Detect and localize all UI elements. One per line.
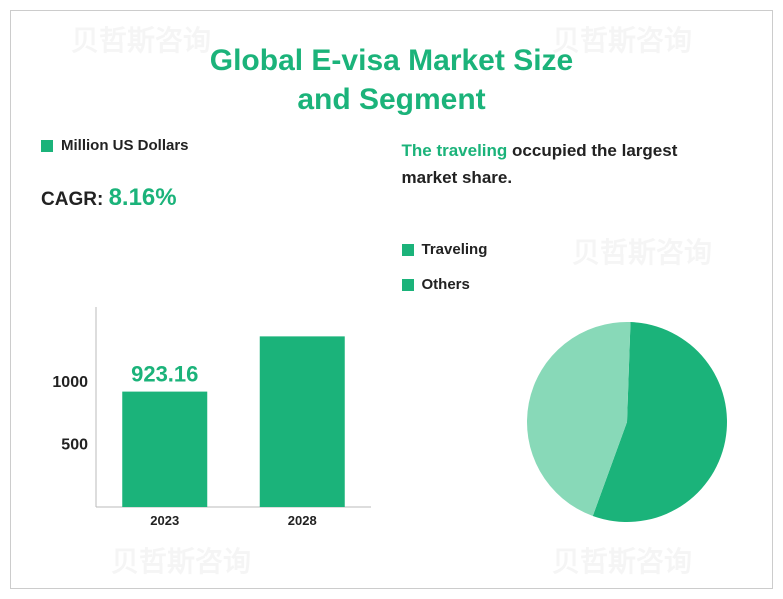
pie-legend-label: Others <box>422 276 470 293</box>
legend-square-icon <box>402 279 414 291</box>
cagr-label: CAGR: <box>41 189 109 210</box>
pie-legend-item: Others <box>402 276 743 293</box>
legend-square-icon <box>41 140 53 152</box>
right-panel: The traveling occupied the largest marke… <box>392 137 743 537</box>
content-row: Million US Dollars CAGR: 8.16% 500 1000 20… <box>41 137 742 537</box>
pie-legend-label: Traveling <box>422 241 488 258</box>
ytick-label: 1000 <box>52 374 88 391</box>
headline-line2: market share. <box>402 168 513 187</box>
ytick-label: 500 <box>61 437 88 454</box>
pie-legend: Traveling Others <box>402 241 743 293</box>
xtick-label: 2023 <box>150 513 179 528</box>
bar-value-label: 923.16 <box>131 362 198 387</box>
watermark: 贝哲斯咨询 <box>552 540 692 580</box>
headline-highlight: The traveling <box>402 141 508 160</box>
pie-legend-item: Traveling <box>402 241 743 258</box>
cagr-row: CAGR: 8.16% <box>41 184 392 212</box>
xtick-label: 2028 <box>288 513 317 528</box>
headline-rest: occupied the largest <box>507 141 677 160</box>
chart-frame: 贝哲斯咨询 贝哲斯咨询 贝哲斯咨询 贝哲斯咨询 贝哲斯咨询 Global E-v… <box>10 10 773 589</box>
unit-label: Million US Dollars <box>61 137 189 154</box>
cagr-value: 8.16% <box>109 184 177 211</box>
title-line-1: Global E-visa Market Size <box>210 44 573 77</box>
left-panel: Million US Dollars CAGR: 8.16% 500 1000 20… <box>41 137 392 537</box>
chart-title: Global E-visa Market Size and Segment <box>41 41 742 119</box>
pie-chart-wrap <box>522 317 732 527</box>
pie-chart <box>522 317 732 527</box>
bar-chart: 500 1000 2023 923.16 2028 <box>41 297 381 537</box>
title-line-2: and Segment <box>297 83 485 116</box>
legend-square-icon <box>402 244 414 256</box>
bar <box>260 336 345 507</box>
headline: The traveling occupied the largest marke… <box>402 137 743 191</box>
unit-legend: Million US Dollars <box>41 137 392 154</box>
bar <box>122 392 207 507</box>
watermark: 贝哲斯咨询 <box>111 540 251 580</box>
